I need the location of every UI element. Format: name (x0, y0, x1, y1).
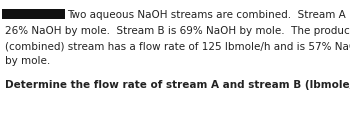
Text: by mole.: by mole. (5, 56, 50, 67)
Text: Determine the flow rate of stream A and stream B (lbmole/h).: Determine the flow rate of stream A and … (5, 80, 350, 90)
Text: 26% NaOH by mole.  Stream B is 69% NaOH by mole.  The product: 26% NaOH by mole. Stream B is 69% NaOH b… (5, 25, 350, 36)
FancyBboxPatch shape (2, 9, 65, 18)
Text: Two aqueous NaOH streams are combined.  Stream A is: Two aqueous NaOH streams are combined. S… (67, 10, 350, 20)
Text: (combined) stream has a flow rate of 125 lbmole/h and is 57% NaOH: (combined) stream has a flow rate of 125… (5, 41, 350, 51)
